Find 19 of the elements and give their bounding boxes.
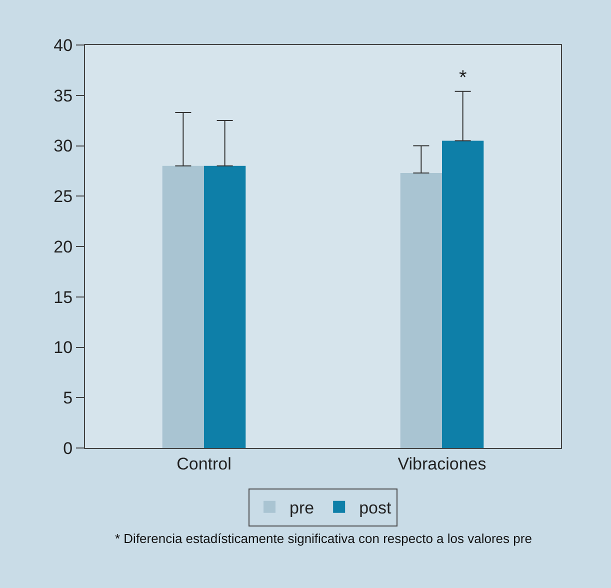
y-tick-label: 30 xyxy=(54,136,73,156)
legend-label: post xyxy=(359,498,392,518)
bar xyxy=(400,172,442,448)
y-tick-label: 25 xyxy=(54,187,73,206)
bar xyxy=(204,166,246,448)
y-tick-label: 40 xyxy=(54,36,73,55)
y-tick-label: 15 xyxy=(54,288,73,307)
bar xyxy=(162,166,204,448)
y-tick-label: 10 xyxy=(54,338,73,358)
y-tick-label: 20 xyxy=(54,237,73,256)
legend-label: pre xyxy=(290,498,314,518)
y-tick-label: 0 xyxy=(63,438,73,458)
text: * Diferencia estadísticamente significativa con respecto a los valores pre xyxy=(115,531,532,546)
y-tick-label: 5 xyxy=(63,388,73,408)
x-tick-label: Vibraciones xyxy=(398,454,486,474)
x-tick-label: Control xyxy=(176,454,232,474)
y-tick-label: 35 xyxy=(54,86,73,106)
annotation: * xyxy=(459,67,467,89)
bar xyxy=(442,140,484,448)
